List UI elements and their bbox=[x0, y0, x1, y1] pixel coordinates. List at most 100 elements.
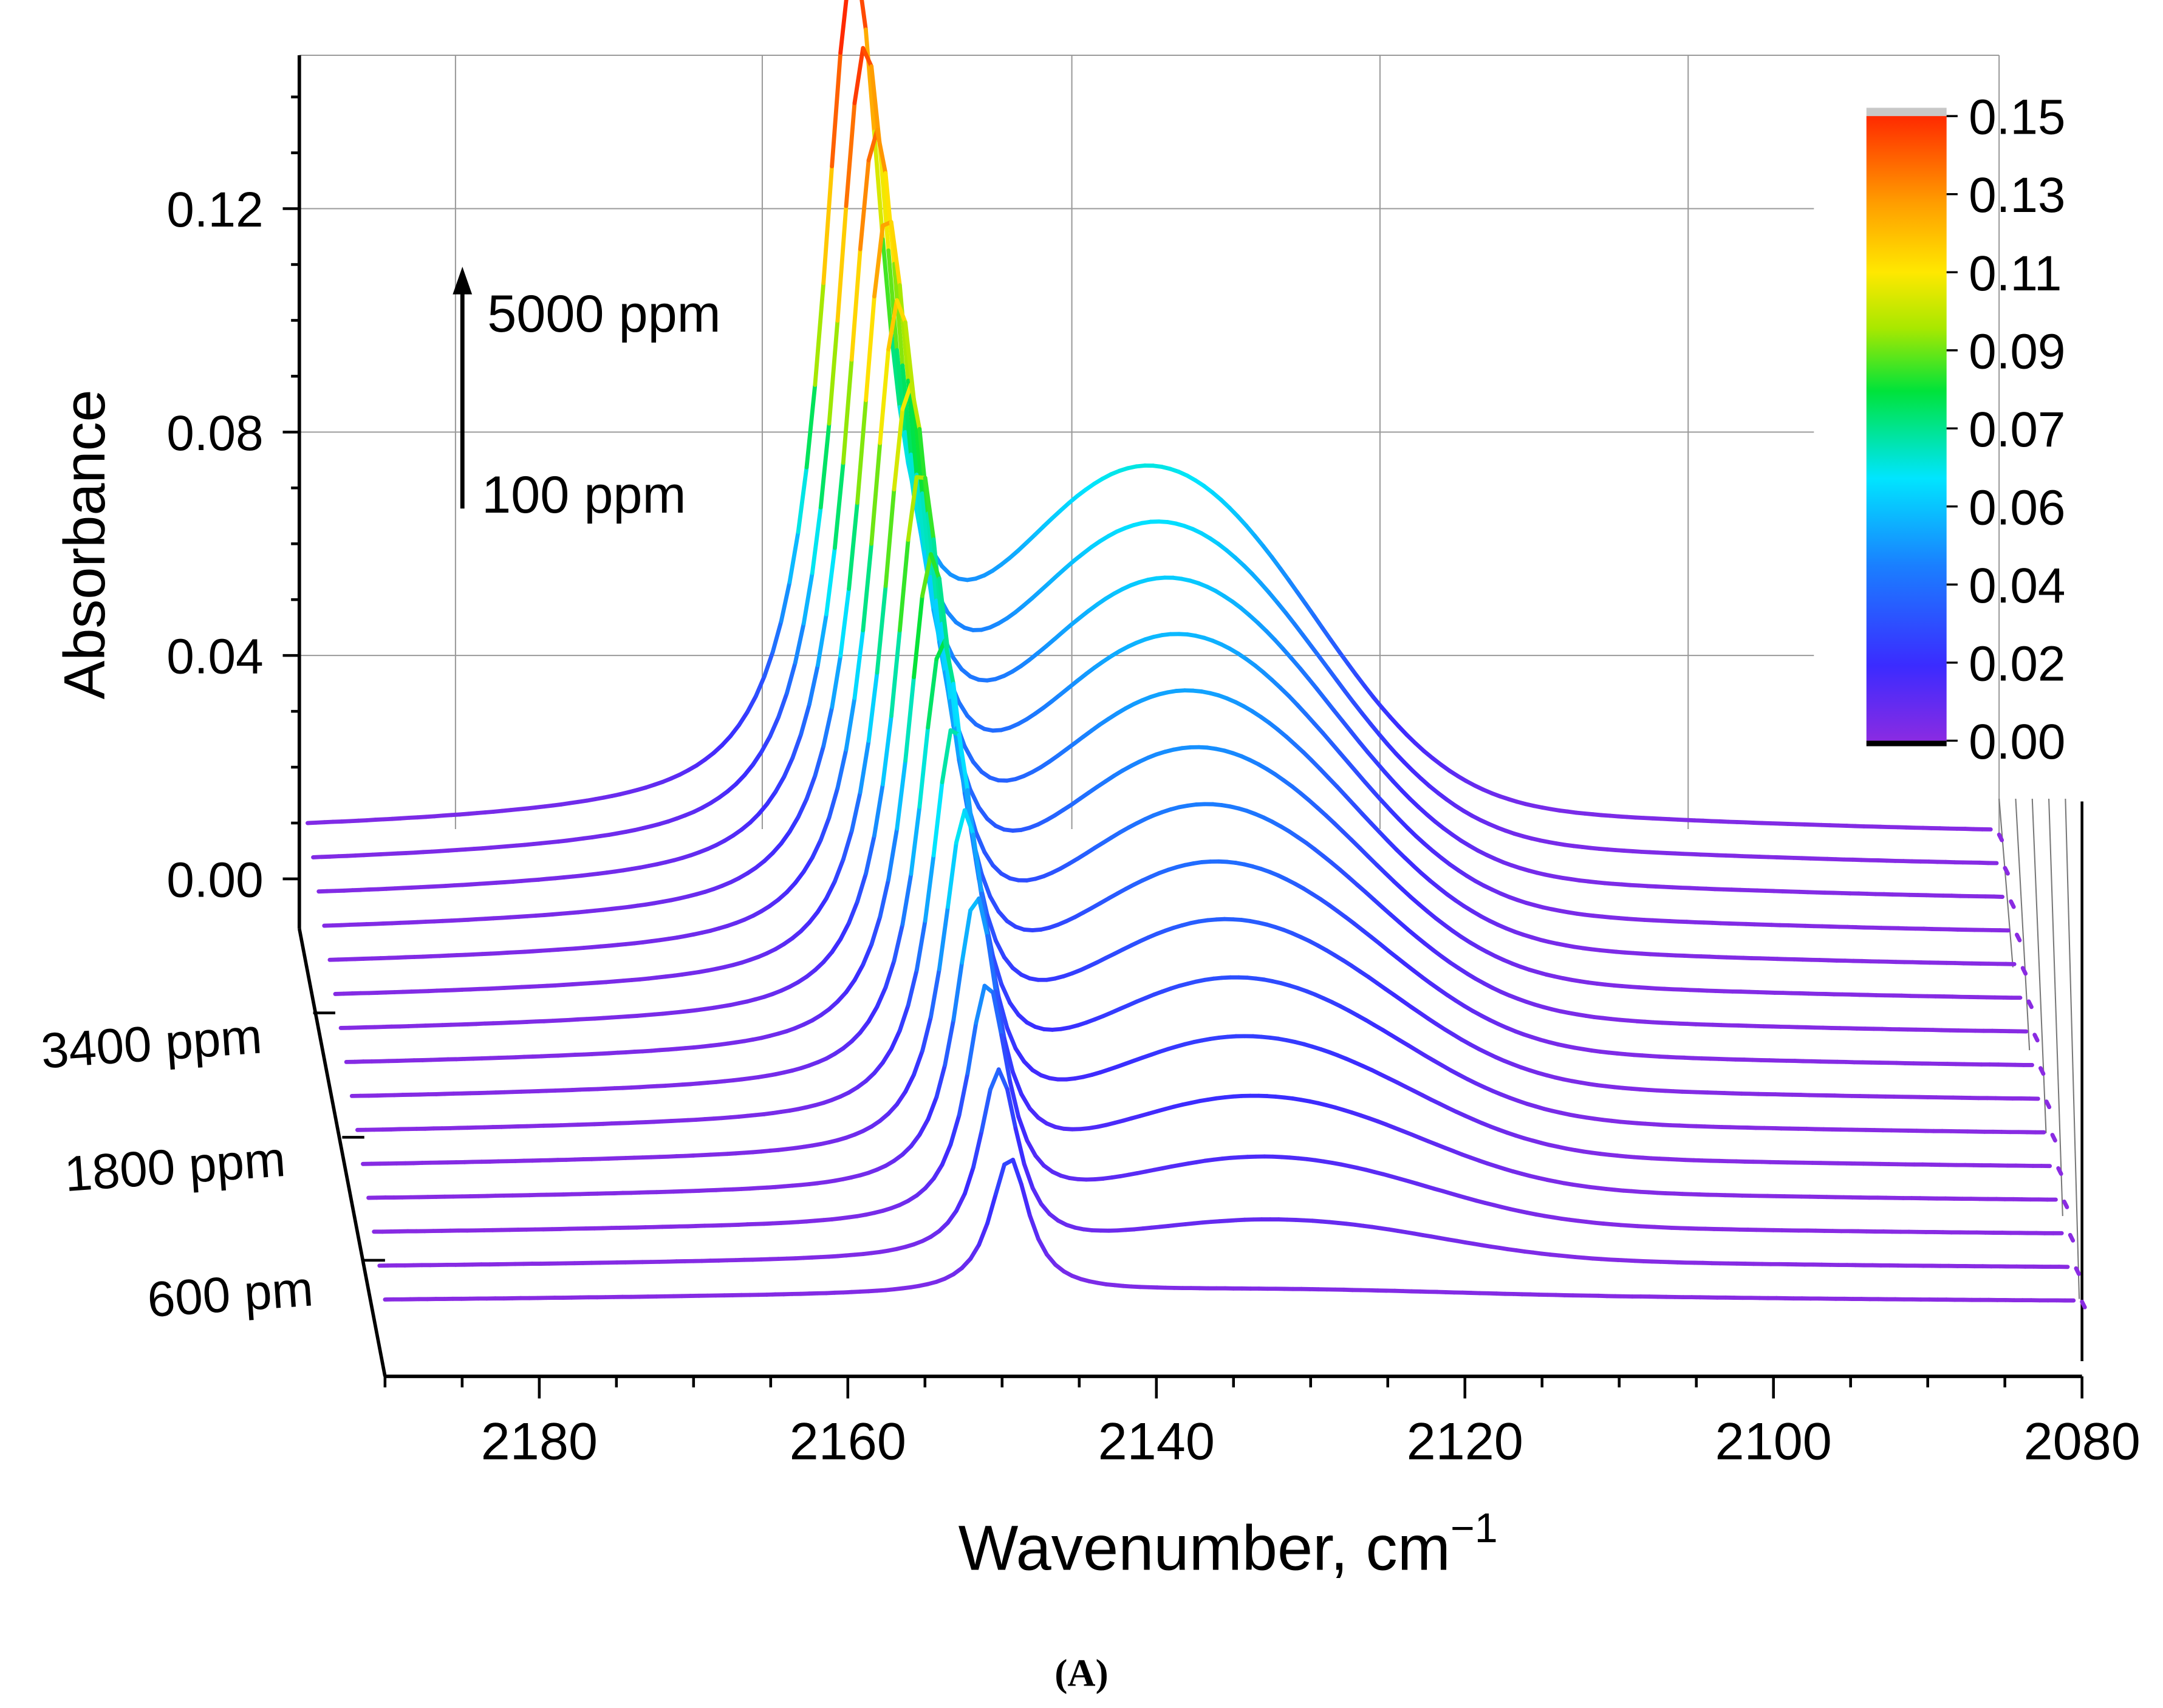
series-2-segment bbox=[1025, 1138, 1038, 1158]
series-14-segment bbox=[859, 0, 868, 32]
series-1-segment bbox=[1005, 1087, 1018, 1131]
series-8-segment bbox=[940, 621, 953, 703]
series-0-segment bbox=[1027, 1213, 1040, 1242]
series-10-segment bbox=[810, 838, 823, 860]
series-11-segment bbox=[838, 586, 852, 658]
series-8-segment bbox=[982, 850, 996, 868]
series-13-segment bbox=[1300, 632, 1314, 649]
series-13-segment bbox=[903, 430, 916, 497]
series-11-segment bbox=[889, 220, 902, 287]
series-14-segment bbox=[1354, 673, 1367, 689]
series-11-segment bbox=[897, 283, 911, 383]
series-13-segment bbox=[776, 691, 789, 720]
series-10-segment bbox=[928, 575, 941, 644]
series-10-segment bbox=[895, 298, 907, 325]
series-8-end bbox=[2032, 1033, 2040, 1043]
series-2-segment bbox=[957, 1071, 970, 1118]
series-5-segment bbox=[940, 728, 953, 785]
series-1-segment bbox=[979, 1087, 993, 1133]
series-3-segment bbox=[951, 960, 965, 1022]
series-14-segment bbox=[1337, 649, 1350, 666]
series-10-end bbox=[2020, 966, 2028, 976]
series-9-segment bbox=[977, 805, 989, 821]
series-14-segment bbox=[787, 530, 801, 584]
series-4-segment bbox=[1005, 1026, 1018, 1051]
colorbar-label-1: 0.13 bbox=[1969, 168, 2065, 223]
series-7-segment bbox=[920, 552, 933, 598]
series-12-segment bbox=[1314, 687, 1328, 702]
y-tick-label-2: 0.04 bbox=[166, 629, 263, 685]
series-9-segment bbox=[841, 828, 854, 862]
series-14-segment bbox=[1269, 555, 1283, 571]
series-9-segment bbox=[900, 382, 914, 412]
y-axis-label: Absorbance bbox=[53, 389, 117, 699]
y-tick-label-3: 0.00 bbox=[166, 853, 263, 908]
series-11-segment bbox=[864, 294, 876, 403]
series-5-segment bbox=[914, 918, 928, 972]
series-10-segment bbox=[852, 628, 866, 700]
series-7-segment bbox=[903, 675, 916, 763]
series-13-segment bbox=[1266, 590, 1280, 605]
series-9-end bbox=[2026, 999, 2034, 1009]
series-13-segment bbox=[1326, 666, 1339, 683]
depth-axis: 3400 ppm 1800 ppm 600 pm bbox=[39, 928, 387, 1377]
series-6-segment bbox=[1002, 955, 1015, 971]
series-9-segment bbox=[866, 670, 880, 743]
concentration-arrow: 5000 ppm 100 ppm bbox=[453, 267, 721, 524]
series-13-segment bbox=[751, 750, 764, 767]
series-4-segment bbox=[903, 1072, 916, 1094]
series-7-segment bbox=[878, 877, 891, 919]
series-14-end bbox=[1997, 832, 2004, 842]
series-7-segment bbox=[844, 978, 857, 994]
series-0-segment bbox=[994, 1162, 1006, 1196]
series-8-segment bbox=[923, 476, 936, 542]
series-7-segment bbox=[869, 915, 883, 946]
x-tick-label-2: 2140 bbox=[1098, 1412, 1215, 1471]
series-6-segment bbox=[892, 922, 905, 963]
series-10-segment bbox=[886, 298, 899, 352]
series-12-segment bbox=[1365, 750, 1379, 765]
series-13-segment bbox=[818, 421, 832, 510]
series-11-segment bbox=[1338, 750, 1351, 765]
series-13-segment bbox=[1309, 644, 1322, 660]
series-7-segment bbox=[852, 962, 866, 983]
series-14-segment bbox=[1252, 533, 1266, 548]
depth-axis-line bbox=[298, 928, 387, 1377]
series-1-segment bbox=[996, 1067, 1010, 1091]
series-2-segment bbox=[931, 1163, 945, 1181]
series-12-segment bbox=[799, 702, 812, 737]
depth-label-0: 3400 ppm bbox=[39, 1008, 264, 1079]
x-axis-label-text: Wavenumber, cm bbox=[958, 1512, 1451, 1583]
series-8-segment bbox=[906, 475, 919, 542]
series-3-segment bbox=[985, 934, 998, 994]
series-11-segment bbox=[830, 654, 843, 709]
series-6-segment bbox=[926, 657, 939, 730]
series-11-segment bbox=[1304, 712, 1317, 726]
series-12-segment bbox=[773, 774, 787, 794]
series-14-segment bbox=[1388, 715, 1401, 729]
series-4-end bbox=[2056, 1166, 2063, 1176]
colorbar-label-2: 0.11 bbox=[1969, 246, 2062, 301]
colorbar-label-7: 0.02 bbox=[1969, 636, 2065, 691]
series-6-segment bbox=[917, 725, 931, 809]
side-depth-lines bbox=[1998, 798, 2083, 1361]
depth-line-2 bbox=[2031, 798, 2047, 1133]
series-9-segment bbox=[832, 857, 846, 884]
series-10-segment bbox=[861, 541, 874, 633]
series-6-segment bbox=[858, 1019, 871, 1035]
series-7-segment bbox=[929, 552, 941, 581]
series-3-segment bbox=[960, 908, 972, 965]
series-0-segment bbox=[977, 1221, 989, 1247]
series-13-segment bbox=[1258, 581, 1271, 595]
series-11-segment bbox=[796, 797, 809, 819]
series-4-segment bbox=[937, 904, 950, 971]
series-9-segment bbox=[875, 584, 888, 675]
series-8-segment bbox=[872, 782, 885, 838]
series-12-segment bbox=[1298, 666, 1311, 681]
series-2-segment bbox=[1016, 1115, 1030, 1143]
series-3-segment bbox=[994, 989, 1006, 1041]
series-2-segment bbox=[1033, 1153, 1047, 1168]
depth-line-3 bbox=[2048, 798, 2063, 1217]
series-13-segment bbox=[895, 348, 907, 434]
series-11-segment bbox=[855, 398, 868, 505]
